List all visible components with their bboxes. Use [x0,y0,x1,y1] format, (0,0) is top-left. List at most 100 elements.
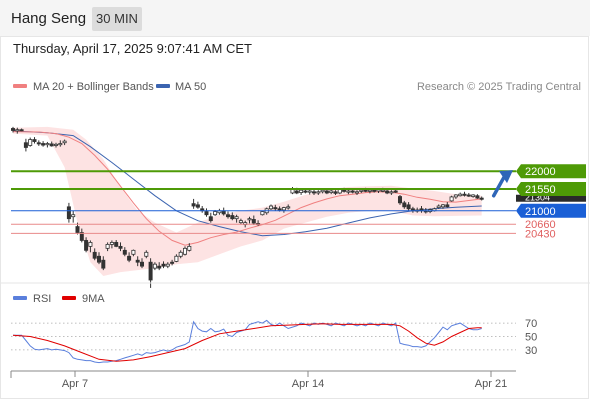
candle-body [101,259,106,269]
candle-body [320,189,325,193]
candle-body [182,247,187,255]
candle [462,191,467,197]
candle-body [157,265,162,269]
candle [36,140,41,146]
candle [440,204,445,209]
candle [109,240,114,249]
candle-body [277,208,282,211]
candle [58,140,63,147]
candle [389,190,394,195]
candle-body [440,204,445,208]
candle-body [49,143,54,147]
candle-body [195,204,200,208]
candle-body [281,207,286,211]
candle-body [23,142,28,148]
candle-body [268,205,273,210]
candle-body [286,206,291,209]
candle [307,189,312,195]
candle-body [58,143,63,146]
candle [316,190,321,195]
candle-body [350,190,355,193]
candle [333,190,338,195]
candle-body [359,189,364,192]
candle-body [406,204,411,210]
candle [105,242,110,252]
candle-body [316,191,321,194]
candle-body [32,139,37,142]
candle-body [389,191,394,194]
candle-body [109,242,114,245]
candle [466,192,471,197]
resistance-level-label: 22000 [525,166,556,178]
candle [402,200,407,209]
candle-body [471,194,476,197]
candle [182,246,187,256]
ma20-line [12,131,482,246]
candle [84,237,89,253]
candle-body [66,206,71,220]
resistance-level-tag: 22000 [516,164,586,179]
candle-body [230,215,235,220]
candle-body [385,190,390,194]
price-levels: 22000215502100020660204302130421550 [11,164,586,240]
candle [221,207,226,216]
candle-body [397,196,402,204]
rsi-tick-label: 50 [525,332,537,344]
candle [157,262,162,271]
candle-body [307,190,312,193]
candle-body [127,255,132,261]
support-level-label: 20660 [525,219,556,231]
candle [260,210,265,216]
time-axis-label: Apr 14 [292,378,324,390]
candle [225,211,230,219]
candle-body [234,216,239,220]
rsi-legend: RSI 9MA [13,293,105,305]
candle-body [92,251,97,259]
candle-body [303,190,308,193]
candle-body [88,242,93,247]
candle-body [71,214,76,218]
candle-body [165,263,170,267]
candle [247,216,252,224]
resistance-level-tag-shape [516,182,586,197]
candle-body [251,219,256,224]
candle-body [36,142,41,145]
rsi-ma-legend-swatch [62,296,76,300]
candle-body [273,207,278,210]
candle-body [208,216,213,222]
credit-text: Research © 2025 Trading Central [417,81,581,93]
rsi-tick-label: 30 [525,345,537,357]
pivot-level-tag-shape [516,203,586,218]
candle-body [342,189,347,192]
candle [114,240,119,248]
candle [45,141,50,148]
candle [406,202,411,211]
rsi-legend-swatch [13,296,27,300]
rsi-ma-legend-label: 9MA [82,293,105,305]
candle [436,204,441,209]
candle-body [139,261,144,267]
candle-body [299,189,304,193]
candle-body [260,211,265,216]
candle [101,256,106,271]
candle [66,202,71,223]
timeframe-badge[interactable]: 30 MIN [92,7,142,31]
candle [54,142,59,148]
candle-body [458,193,463,197]
candle [161,261,166,269]
candle-body [329,190,334,193]
candle [28,137,33,147]
candle-body [333,191,338,194]
candle-body [135,259,140,263]
candle-body [170,261,175,264]
candle [139,258,144,269]
current-price-label: 21304 [525,193,550,203]
candle-body [161,263,166,267]
candle [445,202,450,208]
candle [204,208,209,217]
candle [32,137,37,144]
candle [144,250,149,259]
candle-body [41,143,46,146]
candle [449,195,454,202]
